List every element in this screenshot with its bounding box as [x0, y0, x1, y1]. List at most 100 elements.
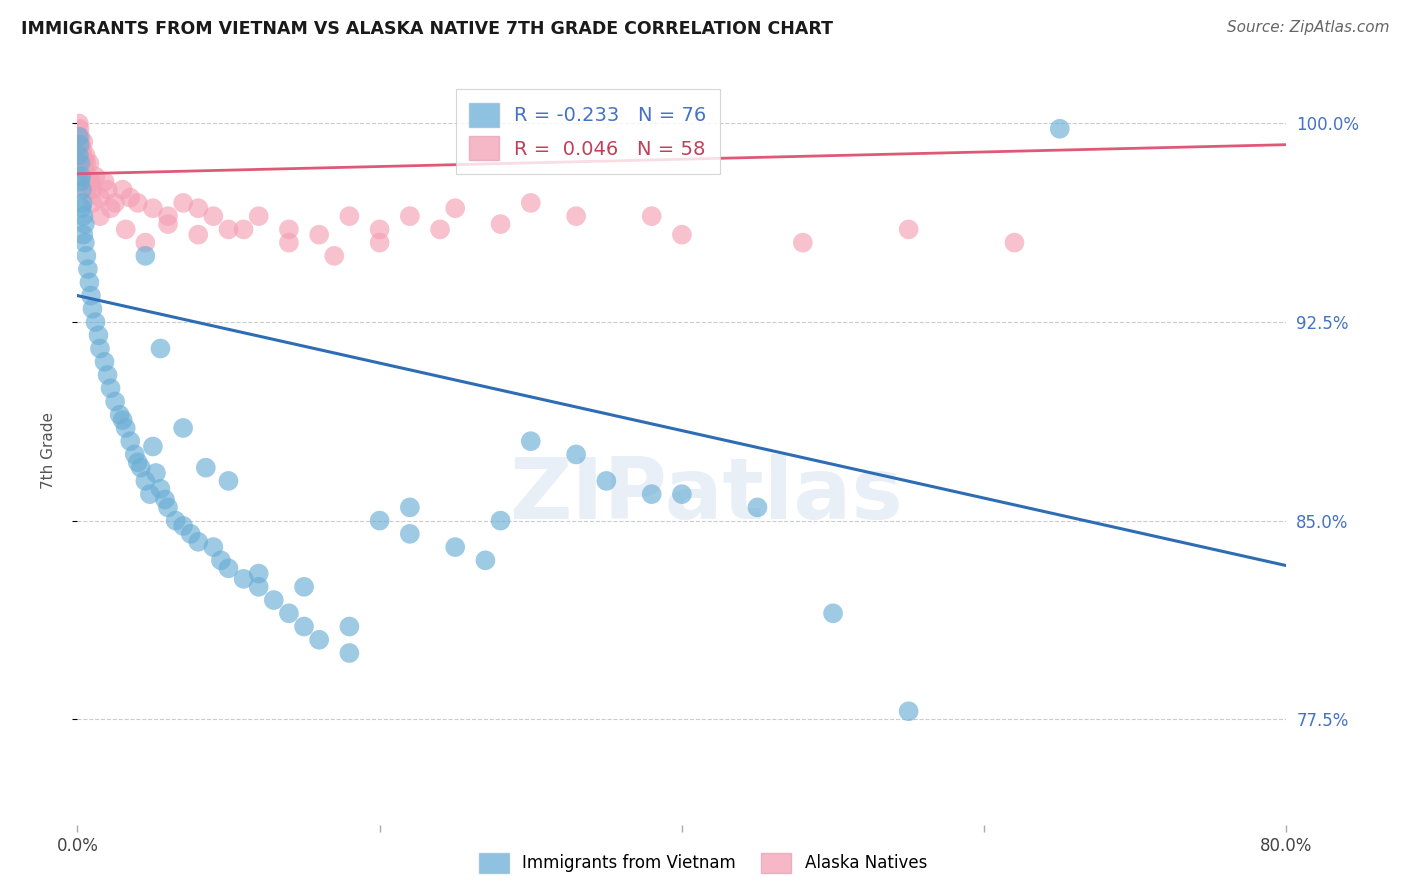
Point	[67, 148, 90, 162]
Point	[69, 156, 91, 170]
Point	[96, 368, 118, 382]
Point	[187, 201, 209, 215]
Point	[100, 201, 122, 215]
Text: IMMIGRANTS FROM VIETNAM VS ALASKA NATIVE 7TH GRADE CORRELATION CHART: IMMIGRANTS FROM VIETNAM VS ALASKA NATIVE…	[21, 20, 834, 37]
Point	[368, 514, 391, 528]
Point	[100, 381, 122, 395]
Point	[308, 227, 330, 242]
Point	[1004, 235, 1026, 250]
Point	[79, 156, 101, 170]
Point	[73, 156, 96, 170]
Point	[247, 209, 270, 223]
Point	[72, 195, 94, 210]
Point	[172, 519, 194, 533]
Point	[474, 553, 496, 567]
Point	[641, 209, 664, 223]
Point	[149, 342, 172, 356]
Point	[73, 164, 96, 178]
Point	[792, 235, 814, 250]
Point	[142, 440, 165, 454]
Point	[308, 632, 330, 647]
Point	[671, 227, 693, 242]
Point	[565, 447, 588, 461]
Point	[77, 169, 100, 184]
Legend: Immigrants from Vietnam, Alaska Natives: Immigrants from Vietnam, Alaska Natives	[472, 847, 934, 880]
Point	[399, 209, 422, 223]
Point	[69, 175, 91, 189]
Point	[897, 704, 920, 718]
Point	[671, 487, 693, 501]
Point	[153, 492, 176, 507]
Point	[180, 526, 202, 541]
Point	[72, 209, 94, 223]
Point	[489, 217, 512, 231]
Point	[73, 217, 96, 231]
Point	[444, 201, 467, 215]
Point	[114, 421, 136, 435]
Point	[232, 572, 254, 586]
Point	[80, 175, 103, 189]
Point	[520, 195, 543, 210]
Point	[70, 143, 93, 157]
Point	[82, 183, 104, 197]
Point	[108, 408, 131, 422]
Point	[368, 235, 391, 250]
Point	[96, 183, 118, 197]
Point	[187, 227, 209, 242]
Point	[399, 500, 422, 515]
Point	[67, 129, 90, 144]
Point	[70, 183, 93, 197]
Point	[127, 195, 149, 210]
Point	[142, 201, 165, 215]
Point	[157, 500, 180, 515]
Point	[104, 195, 127, 210]
Point	[70, 169, 93, 184]
Point	[520, 434, 543, 449]
Point	[69, 121, 91, 136]
Point	[84, 315, 107, 329]
Point	[595, 474, 617, 488]
Point	[134, 249, 156, 263]
Point	[232, 222, 254, 236]
Point	[339, 619, 360, 633]
Point	[120, 434, 142, 449]
Point	[339, 209, 360, 223]
Point	[111, 183, 134, 197]
Point	[247, 580, 270, 594]
Point	[165, 514, 187, 528]
Point	[278, 607, 301, 621]
Point	[157, 217, 180, 231]
Point	[111, 413, 134, 427]
Point	[93, 175, 115, 189]
Point	[89, 191, 111, 205]
Point	[72, 227, 94, 242]
Point	[82, 301, 104, 316]
Point	[172, 195, 194, 210]
Point	[79, 276, 101, 290]
Point	[127, 455, 149, 469]
Point	[897, 222, 920, 236]
Point	[134, 474, 156, 488]
Point	[73, 235, 96, 250]
Point	[323, 249, 346, 263]
Point	[93, 355, 115, 369]
Point	[114, 222, 136, 236]
Point	[149, 482, 172, 496]
Point	[218, 561, 240, 575]
Text: Source: ZipAtlas.com: Source: ZipAtlas.com	[1226, 20, 1389, 35]
Point	[134, 235, 156, 250]
Point	[120, 191, 142, 205]
Point	[70, 201, 93, 215]
Point	[444, 540, 467, 554]
Point	[75, 183, 97, 197]
Point	[368, 222, 391, 236]
Point	[292, 580, 315, 594]
Point	[77, 262, 100, 277]
Point	[202, 209, 225, 223]
Point	[70, 137, 93, 152]
Point	[129, 460, 152, 475]
Point	[399, 526, 422, 541]
Point	[565, 209, 588, 223]
Point	[747, 500, 769, 515]
Point	[429, 222, 451, 236]
